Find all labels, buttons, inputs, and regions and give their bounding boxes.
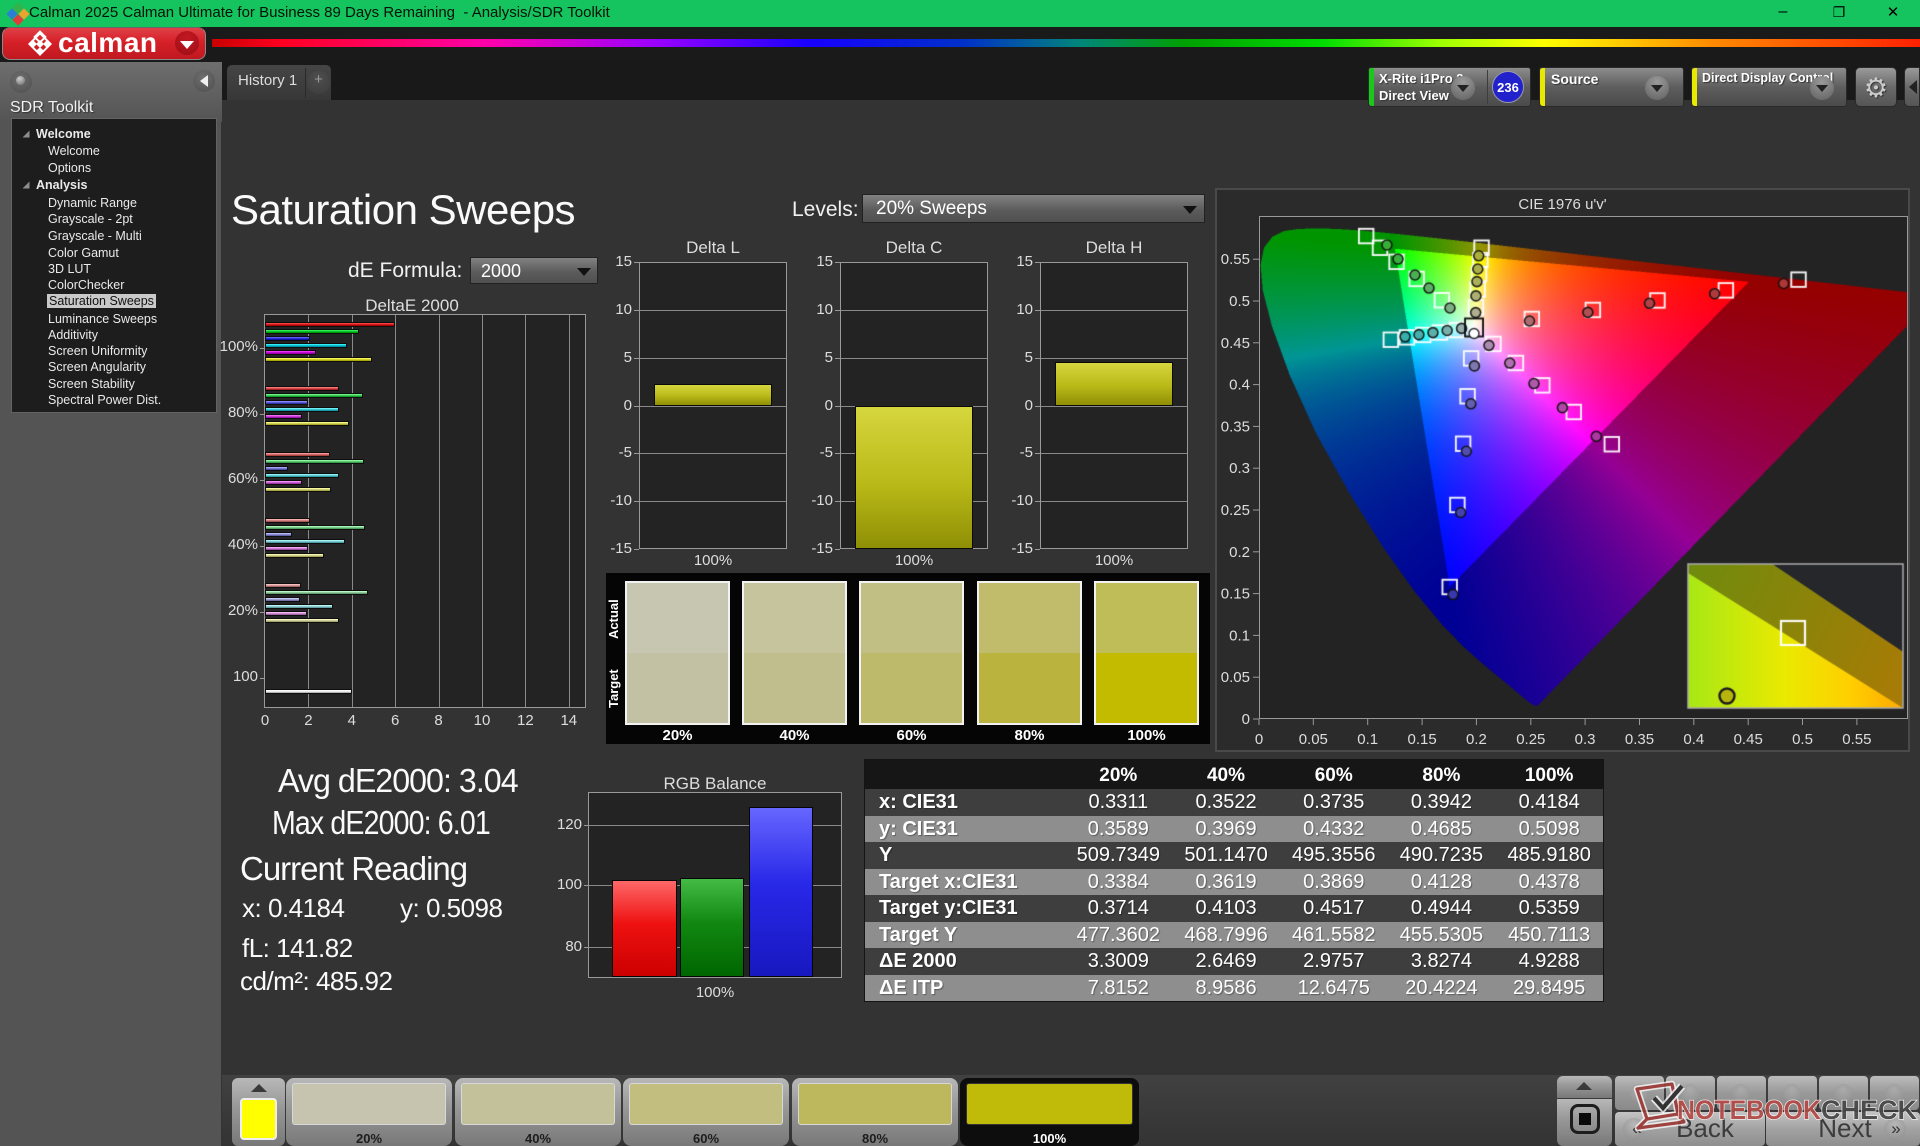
svg-text:0.1: 0.1 bbox=[1229, 627, 1250, 644]
svg-text:0.15: 0.15 bbox=[1221, 586, 1250, 603]
svg-text:0.05: 0.05 bbox=[1221, 669, 1250, 686]
svg-text:0: 0 bbox=[1255, 731, 1263, 748]
svg-text:0.5: 0.5 bbox=[1229, 293, 1250, 310]
svg-text:0.25: 0.25 bbox=[1516, 731, 1545, 748]
svg-text:0.55: 0.55 bbox=[1221, 251, 1250, 268]
svg-text:0.35: 0.35 bbox=[1221, 418, 1250, 435]
svg-text:0.25: 0.25 bbox=[1221, 502, 1250, 519]
svg-text:0.3: 0.3 bbox=[1229, 460, 1250, 477]
svg-text:0.4: 0.4 bbox=[1229, 377, 1250, 394]
svg-text:NOTEBOOK: NOTEBOOK bbox=[1677, 1095, 1821, 1125]
svg-text:0.4: 0.4 bbox=[1683, 731, 1704, 748]
svg-text:0.35: 0.35 bbox=[1625, 731, 1654, 748]
svg-text:0.3: 0.3 bbox=[1575, 731, 1596, 748]
svg-text:0.45: 0.45 bbox=[1221, 335, 1250, 352]
svg-text:0.55: 0.55 bbox=[1842, 731, 1871, 748]
svg-text:0: 0 bbox=[1242, 711, 1250, 728]
svg-text:0.15: 0.15 bbox=[1407, 731, 1436, 748]
svg-text:0.45: 0.45 bbox=[1734, 731, 1763, 748]
svg-text:CHECK: CHECK bbox=[1821, 1095, 1917, 1125]
svg-text:0.05: 0.05 bbox=[1299, 731, 1328, 748]
svg-text:0.2: 0.2 bbox=[1229, 544, 1250, 561]
svg-text:0.2: 0.2 bbox=[1466, 731, 1487, 748]
svg-text:0.5: 0.5 bbox=[1792, 731, 1813, 748]
svg-text:0.1: 0.1 bbox=[1357, 731, 1378, 748]
